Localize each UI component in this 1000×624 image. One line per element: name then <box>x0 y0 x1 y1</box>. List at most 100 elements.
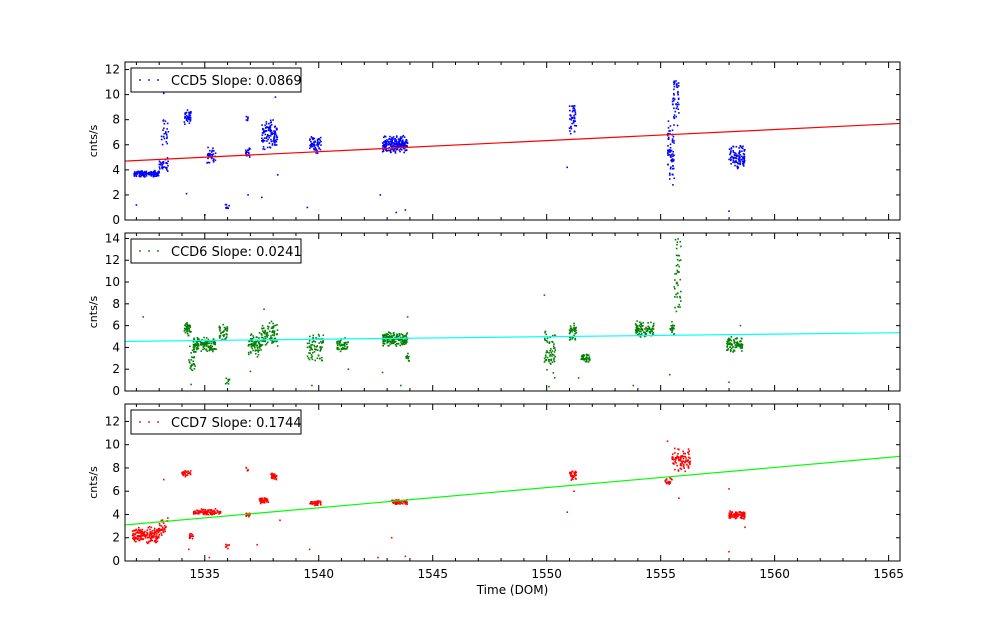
data-point <box>402 145 405 147</box>
data-point <box>186 326 188 329</box>
data-point <box>405 334 407 337</box>
data-point <box>255 340 257 343</box>
data-point <box>225 203 228 206</box>
data-point <box>311 503 314 505</box>
data-point <box>387 336 390 339</box>
data-point <box>273 138 275 140</box>
data-point <box>136 537 139 540</box>
data-point <box>140 532 143 534</box>
data-point <box>400 341 402 344</box>
data-point <box>572 336 574 339</box>
data-point <box>572 119 575 122</box>
data-point <box>215 512 218 514</box>
data-point <box>266 140 268 142</box>
data-point <box>138 172 141 174</box>
data-point <box>315 337 317 339</box>
data-point <box>676 241 679 244</box>
data-point <box>668 483 670 485</box>
data-point <box>148 536 151 539</box>
data-point <box>387 149 390 152</box>
data-point <box>148 540 150 543</box>
data-point <box>673 107 675 110</box>
data-point <box>407 352 409 355</box>
data-point <box>571 105 573 108</box>
data-point <box>403 339 405 342</box>
data-point <box>382 342 384 345</box>
data-point <box>404 142 406 145</box>
data-point <box>673 124 675 126</box>
data-point <box>200 511 203 513</box>
data-point <box>266 498 268 500</box>
data-point <box>250 340 253 342</box>
data-point <box>679 295 681 298</box>
data-point <box>551 340 553 343</box>
data-point <box>587 358 590 360</box>
data-point <box>259 502 262 505</box>
data-point <box>308 345 311 348</box>
data-point <box>207 346 210 349</box>
data-point <box>739 162 741 165</box>
legend-marker <box>148 421 150 423</box>
data-point <box>189 470 192 472</box>
data-point <box>671 331 673 333</box>
data-point <box>545 351 548 354</box>
data-point <box>220 332 222 335</box>
data-point <box>211 350 214 353</box>
data-point <box>155 541 157 544</box>
data-point <box>728 148 731 150</box>
data-point <box>131 537 134 540</box>
data-point <box>575 326 577 329</box>
data-point <box>384 142 387 144</box>
data-point <box>568 127 571 129</box>
data-point <box>211 149 214 152</box>
data-point <box>146 536 149 539</box>
data-point <box>397 138 400 140</box>
data-point <box>245 467 248 469</box>
data-point <box>570 472 572 474</box>
data-point <box>570 479 573 481</box>
data-point <box>313 344 315 347</box>
data-point <box>398 140 401 142</box>
data-point <box>735 154 738 157</box>
data-point <box>270 320 273 323</box>
data-point <box>269 125 271 128</box>
data-point <box>386 340 389 343</box>
data-point <box>379 194 382 196</box>
data-point <box>739 516 742 519</box>
data-point <box>269 130 272 133</box>
data-point <box>158 529 160 532</box>
data-point <box>263 131 265 134</box>
data-point <box>638 324 641 327</box>
data-point <box>684 470 687 473</box>
data-point <box>204 343 207 346</box>
data-point <box>192 356 194 359</box>
data-point <box>197 338 199 341</box>
data-point <box>399 143 401 145</box>
data-point <box>160 138 163 141</box>
data-point <box>161 167 164 170</box>
data-point <box>399 137 402 140</box>
data-point <box>207 342 210 345</box>
data-point <box>675 254 678 257</box>
data-point <box>317 333 320 336</box>
data-point <box>183 471 185 474</box>
data-point <box>263 338 265 340</box>
data-point <box>187 470 190 473</box>
data-point <box>132 532 134 535</box>
data-point <box>191 369 194 372</box>
data-point <box>186 327 188 330</box>
data-point <box>391 499 394 502</box>
data-point <box>204 512 207 514</box>
data-point <box>740 516 743 519</box>
data-point <box>543 361 546 363</box>
data-point <box>190 352 192 354</box>
data-point <box>741 147 744 150</box>
data-point <box>205 337 208 339</box>
data-point <box>741 159 743 161</box>
data-point <box>741 150 743 153</box>
data-point <box>582 355 584 358</box>
data-point <box>344 342 346 345</box>
data-point <box>674 279 676 281</box>
